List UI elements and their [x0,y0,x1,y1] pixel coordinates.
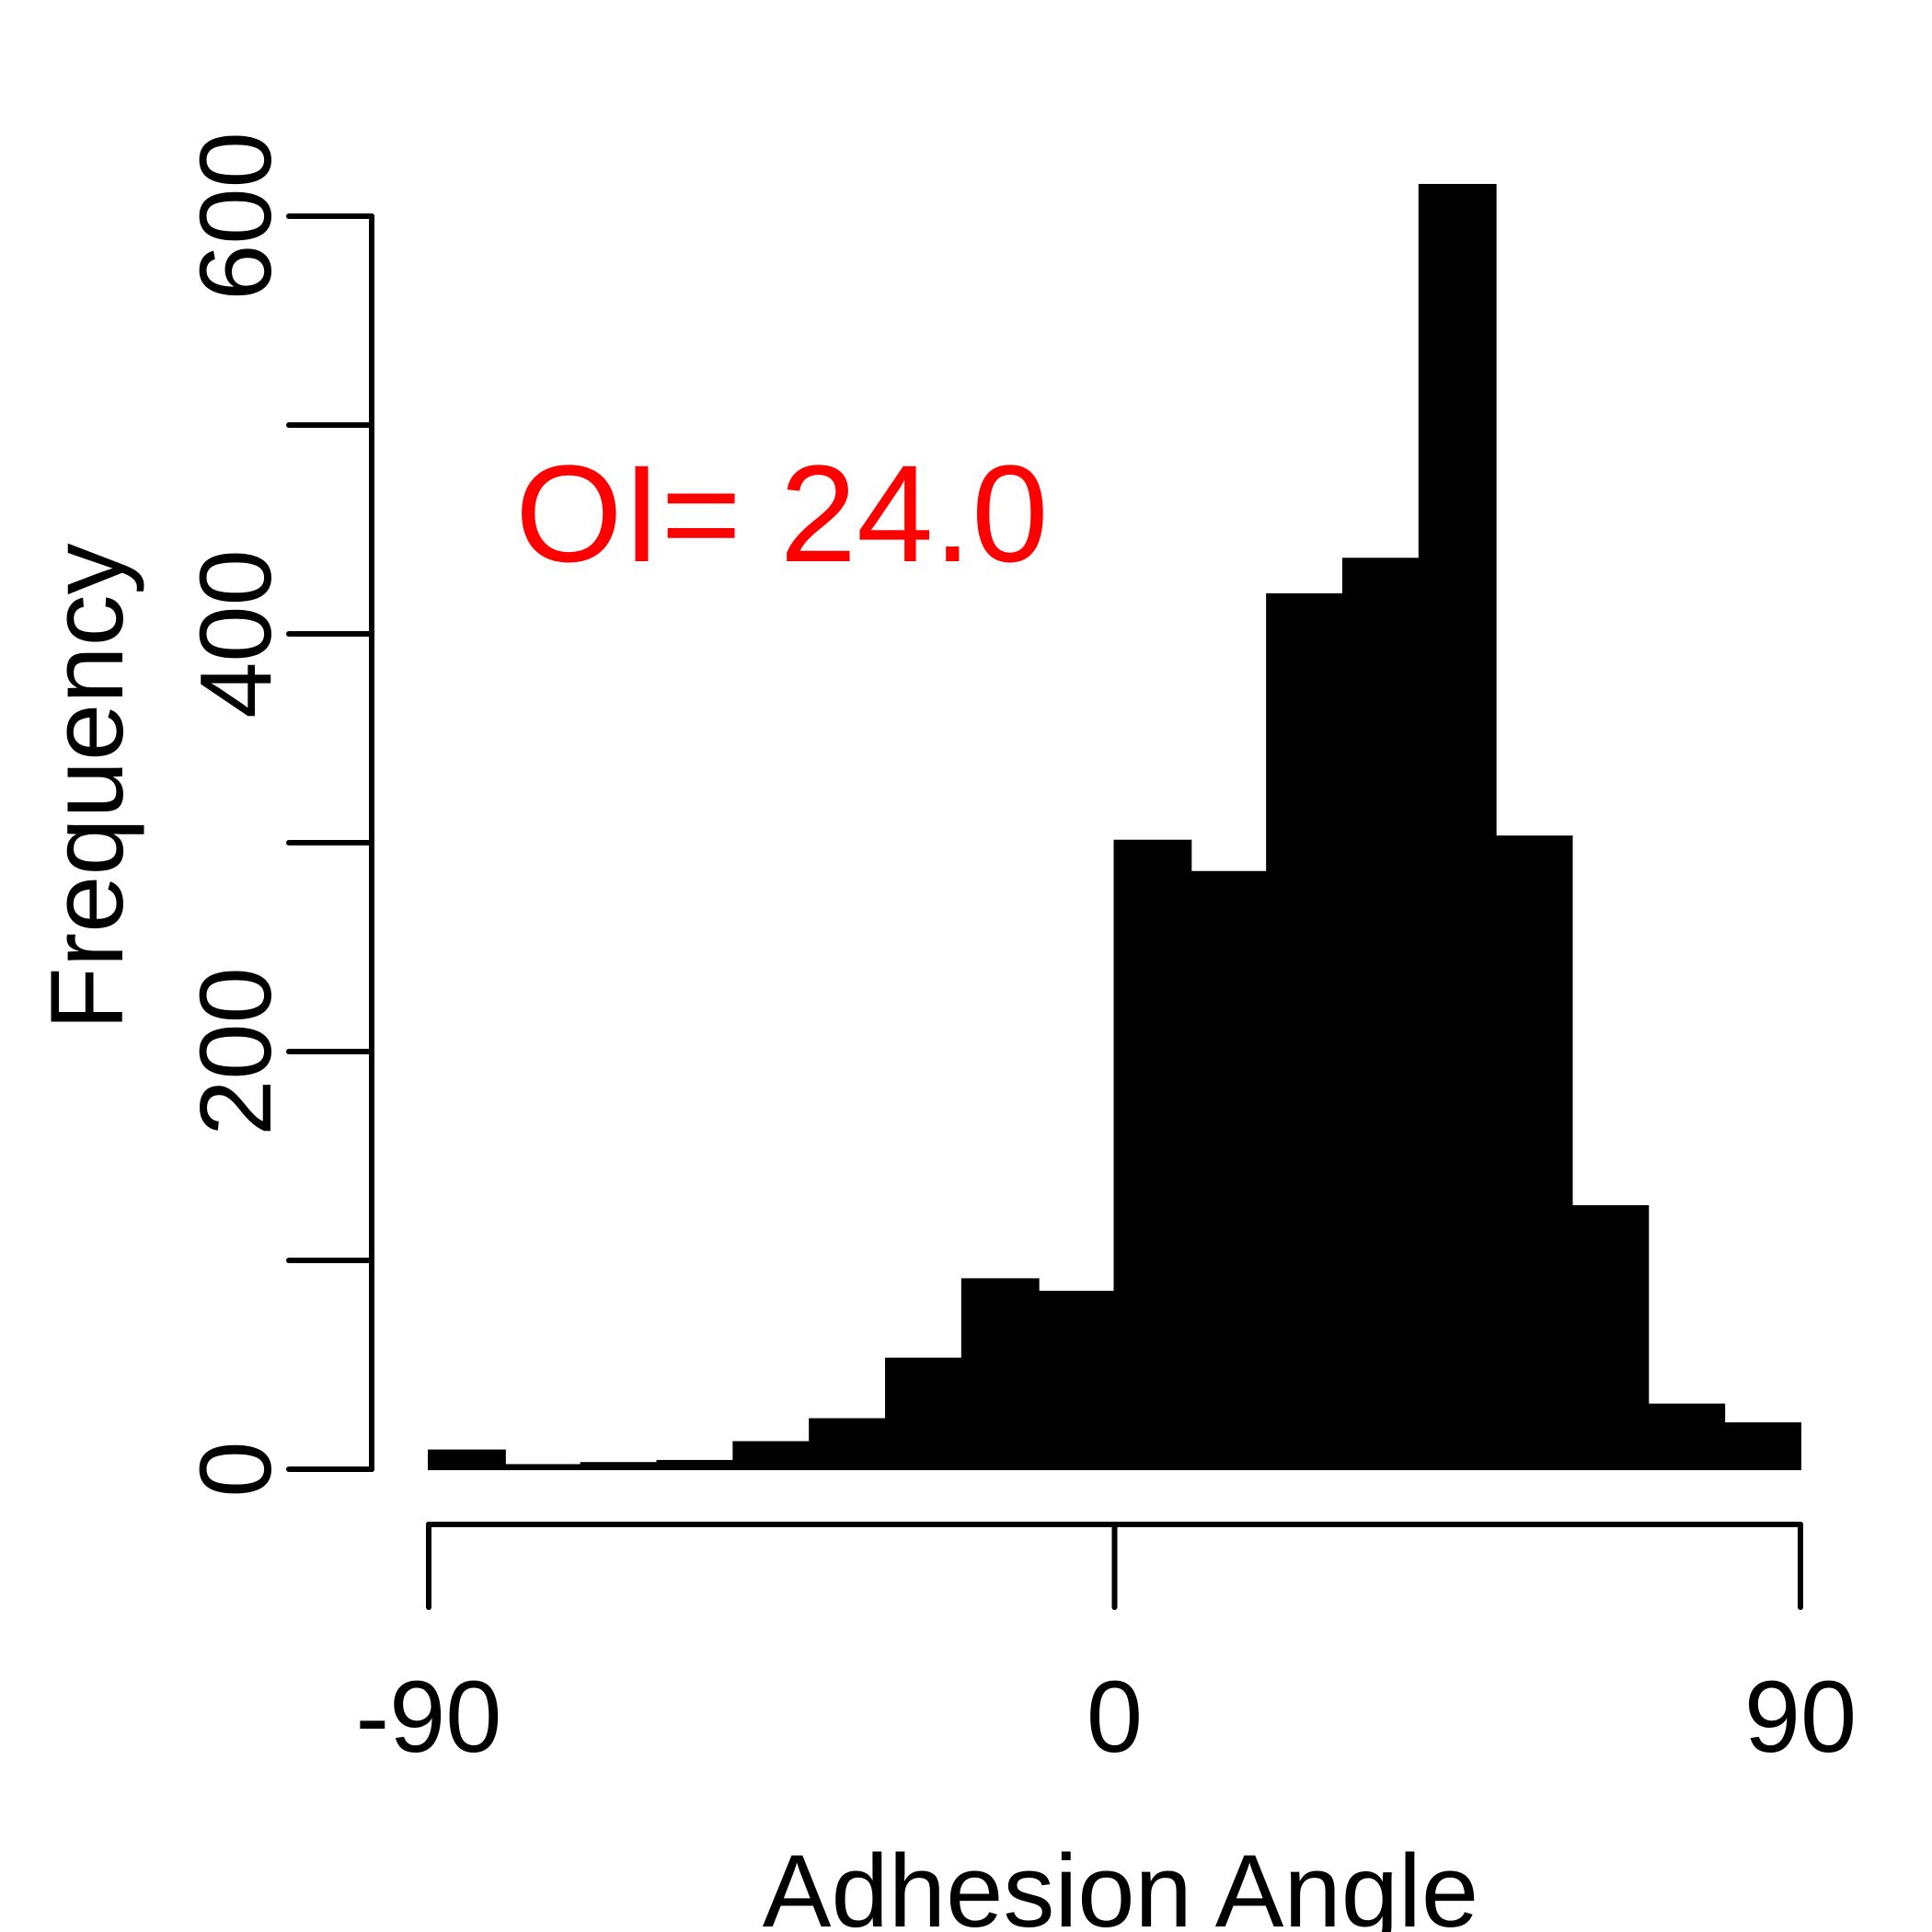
histogram-bar [1342,558,1420,1470]
histogram-bar [428,1449,506,1470]
histogram-bar [503,1464,582,1470]
histogram-bar [1494,835,1573,1470]
histogram-bar [732,1441,811,1470]
histogram-bar [1570,1204,1650,1470]
x-tick-label: 90 [1744,1661,1857,1774]
histogram-bar [809,1418,888,1471]
histogram-bar [580,1462,659,1470]
histogram-bar [960,1278,1040,1471]
histogram-bar [1113,839,1192,1470]
x-tick-label: 0 [1087,1661,1143,1774]
histogram-bars [428,183,1801,1471]
x-axis: -90 0 90 [356,1522,1857,1774]
histogram-bar [656,1459,735,1471]
histogram-bar [1190,870,1269,1470]
y-axis-title: Frequency [29,543,144,1029]
y-tick-label: 600 [179,132,293,301]
x-tick-label: -90 [356,1661,502,1774]
histogram-bar [1037,1291,1116,1471]
histogram-bar [885,1357,963,1470]
y-tick-label: 400 [179,549,293,719]
histogram-bar [1418,183,1497,1471]
histogram-bar [1647,1403,1726,1471]
y-tick-label: 0 [179,1441,293,1497]
y-axis: 0 200 400 600 [179,132,374,1498]
oi-annotation: OI= 24.0 [515,436,1049,591]
histogram-bar [1723,1422,1801,1471]
x-axis-title: Adhesion Angle [763,1834,1478,1932]
histogram-bar [1266,592,1344,1470]
y-tick-label: 200 [179,967,293,1136]
